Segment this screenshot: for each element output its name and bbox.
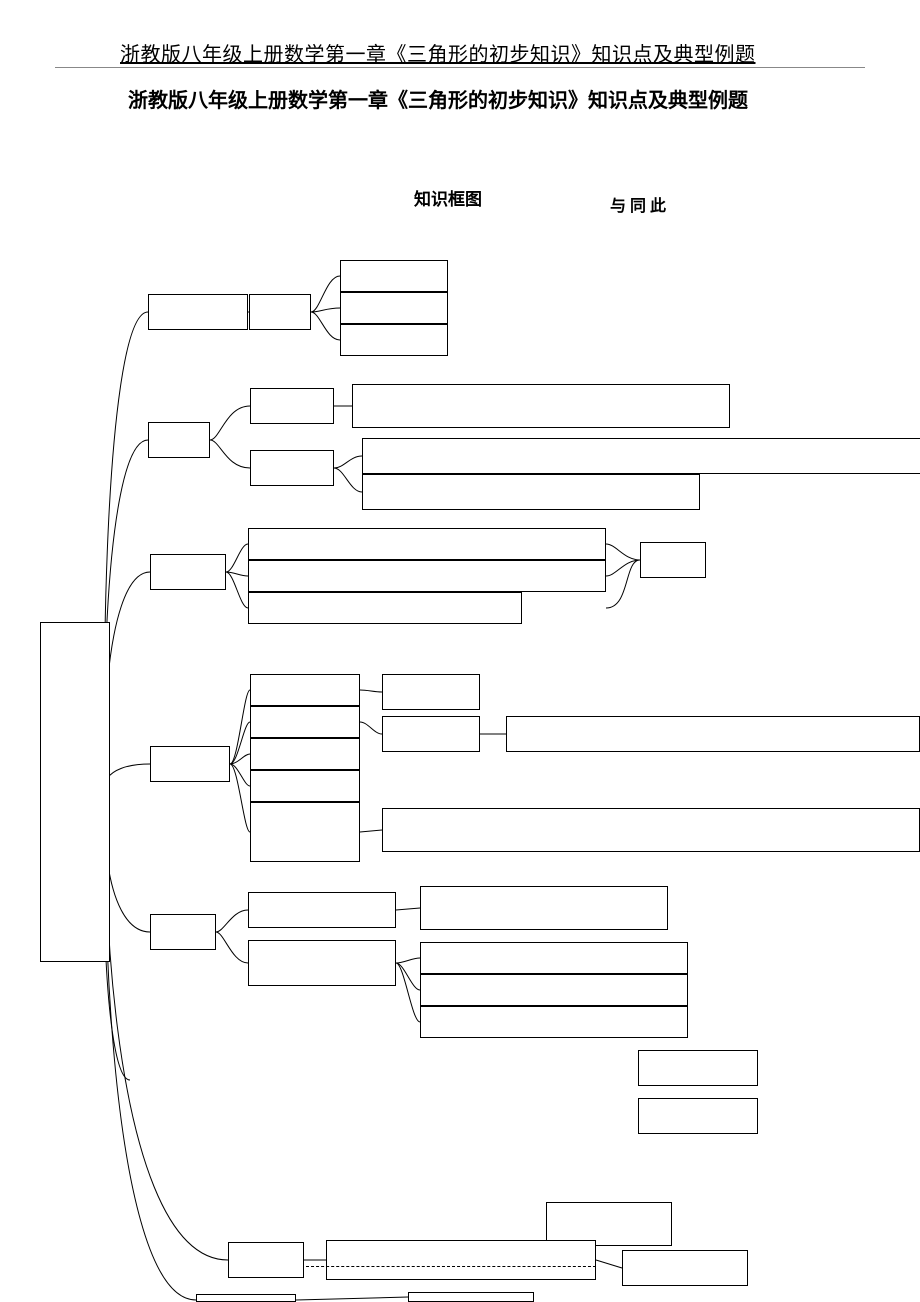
diagram-box-r1c2 [340,292,448,324]
header-rule [55,67,865,68]
connector-path [210,406,250,440]
connector-path [311,312,340,340]
diagram-box-r2t [250,388,334,424]
connector-path [105,440,148,792]
diagram-box-r4long1 [506,716,920,752]
diagram-box-r4s1 [382,674,480,710]
diagram-box-r3root [150,554,226,590]
connector-path [105,572,150,792]
stray-text: 与 同 此 [610,192,666,216]
connector-path [105,312,148,792]
diagram-box-r4root [150,746,230,782]
diagram-box-r1b [249,294,311,330]
diagram-box-r5a [248,892,396,928]
connector-path [105,792,150,932]
diagram-box-r5b3 [420,1006,688,1038]
diagram-box-r7b [408,1292,534,1302]
connector-path [606,560,640,576]
connector-path [106,792,228,1260]
connector-path [226,572,248,576]
diagram-box-r2b2 [362,474,700,510]
connector-path [606,560,640,608]
connector-path [396,963,420,1022]
diagram-box-r4c [250,738,360,770]
diagram-box-r2b1 [362,438,920,474]
diagram-box-r1c3 [340,324,448,356]
connector-path [606,544,640,560]
sub-title: 浙教版八年级上册数学第一章《三角形的初步知识》知识点及典型例题 [128,84,748,113]
connector-path [230,690,250,764]
diagram-box-r7a [196,1294,296,1302]
diagram-box-r5b [248,940,396,986]
diagram-box-r6a [228,1242,304,1278]
connector-path [216,910,248,932]
diagram-box-r2root [148,422,210,458]
header-title: 浙教版八年级上册数学第一章《三角形的初步知识》知识点及典型例题 [120,38,756,67]
diagram-box-r3side [640,542,706,578]
diagram-box-r6right [622,1250,748,1286]
diagram-box-r4e [250,802,360,862]
connector-path [396,908,420,910]
diagram-box-r1a [148,294,248,330]
connector-path [360,830,382,832]
diagram-box-r5side2 [638,1098,758,1134]
connector-path [230,764,250,832]
diagram-box-r5side1 [638,1050,758,1086]
connector-path [360,690,382,692]
diagram-box-r4long2 [382,808,920,852]
dashed-connector [306,1266,596,1267]
diagram-box-r3a [248,528,606,560]
diagram-box-r3c [248,592,522,624]
diagram-box-r4s2 [382,716,480,752]
connector-path [360,722,382,734]
connector-path [396,963,420,990]
connector-path [230,764,250,786]
diagram-box-r2b [250,450,334,486]
diagram-box-r4b [250,706,360,738]
connector-path [105,764,150,792]
connector-path [311,276,340,312]
diagram-box-r4d [250,770,360,802]
connector-path [311,308,340,312]
connector-path [334,456,362,468]
diagram-box-r5a-long [420,886,668,930]
diagram-box-r5root [150,914,216,950]
connector-path [596,1260,622,1268]
connector-path [216,932,248,963]
connector-path [296,1297,408,1300]
connector-path [334,468,362,492]
connector-path [396,958,420,963]
diagram-box-r1c1 [340,260,448,292]
connector-path [226,544,248,572]
connector-path [230,722,250,764]
connector-path [210,440,250,468]
diagram-box-r2t-long [352,384,730,428]
diagram-box-r4a [250,674,360,706]
diagram-box-root [40,622,110,962]
diagram-box-r6b [326,1240,596,1280]
diagram-box-r5b2 [420,974,688,1006]
section-label: 知识框图 [414,185,482,210]
connector-path [106,792,196,1300]
connector-path [226,572,248,608]
connector-path [230,754,250,764]
diagram-box-r5b1 [420,942,688,974]
diagram-box-r3b [248,560,606,592]
